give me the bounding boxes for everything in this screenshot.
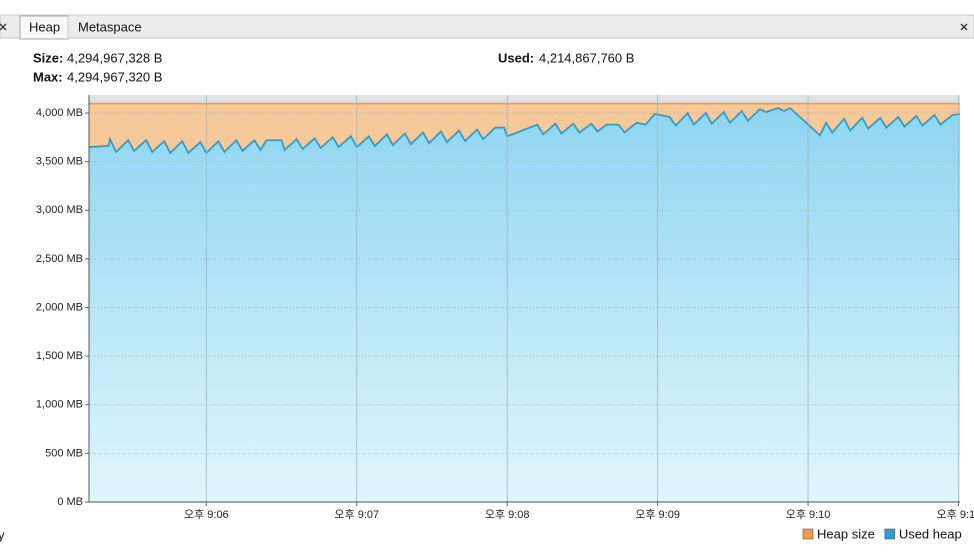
x-tick-label: 오후 9:07 (334, 508, 379, 521)
stat-value: 4,294,967,320 B (67, 69, 162, 84)
legend-label: Used heap (899, 526, 962, 541)
x-tick-label: 오후 9:11 (937, 508, 974, 521)
stat-label: Used: (498, 50, 534, 65)
y-tick-label: 1,500 MB (36, 350, 83, 362)
x-tick-label: 오후 9:06 (184, 508, 229, 521)
stat-label: Max: (33, 69, 63, 84)
stat-value: 4,214,867,760 B (539, 50, 634, 65)
close-left[interactable] (0, 23, 7, 31)
legend-swatch (802, 528, 814, 540)
close-right[interactable] (960, 23, 968, 31)
series-area (89, 108, 960, 502)
y-tick-label: 0 MB (57, 496, 83, 508)
tab-label[interactable]: Metaspace (78, 19, 142, 34)
y-tick-label: 2,000 MB (36, 301, 83, 313)
y-tick-label: 500 MB (45, 447, 83, 459)
x-tick-label: 오후 9:10 (786, 508, 831, 521)
legend-swatch (884, 528, 896, 540)
tab-bar (0, 14, 974, 39)
stat-value: 4,294,967,328 B (67, 50, 162, 65)
sidebar-fragment: y (0, 527, 5, 542)
y-tick-label: 1,000 MB (36, 399, 83, 411)
x-tick-label: 오후 9:08 (485, 508, 530, 521)
stat-label: Size: (33, 50, 63, 65)
x-tick-label: 오후 9:09 (635, 508, 680, 521)
y-tick-label: 4,000 MB (36, 107, 83, 119)
y-tick-label: 2,500 MB (36, 253, 83, 265)
tab-label[interactable]: Heap (29, 19, 60, 34)
legend-label: Heap size (817, 526, 875, 541)
y-tick-label: 3,500 MB (36, 156, 83, 168)
y-tick-label: 3,000 MB (36, 204, 83, 216)
